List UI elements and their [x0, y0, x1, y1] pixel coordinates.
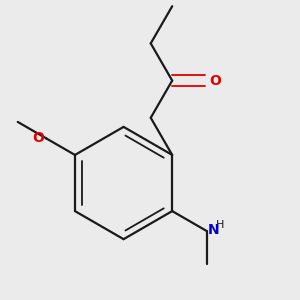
Text: H: H — [216, 220, 224, 230]
Text: O: O — [209, 74, 221, 88]
Text: O: O — [32, 131, 44, 146]
Text: N: N — [208, 223, 220, 237]
